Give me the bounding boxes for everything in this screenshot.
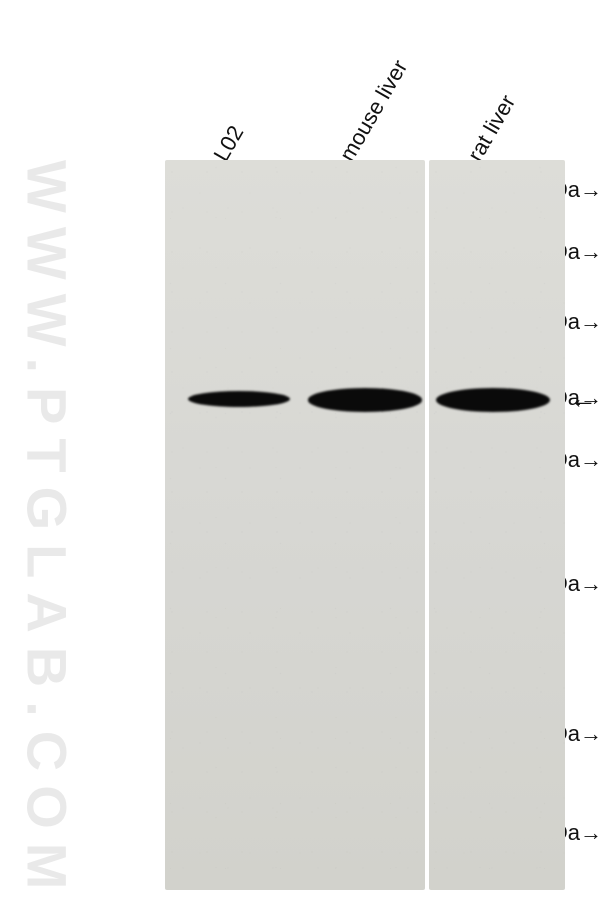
blot-area	[165, 160, 565, 890]
membrane-left	[165, 160, 425, 890]
arrow-right-icon: →	[580, 571, 600, 596]
arrow-right-icon: →	[580, 239, 600, 264]
membrane-right	[429, 160, 565, 890]
arrow-right-icon: →	[580, 721, 600, 746]
arrow-right-icon: →	[580, 309, 600, 334]
arrow-right-icon: →	[580, 820, 600, 845]
lane-label-lane-3: rat liver	[462, 91, 521, 166]
membrane-gutter	[425, 160, 429, 890]
band-lane-2	[308, 388, 422, 411]
target-band-arrow-icon: ←	[569, 383, 597, 415]
western-blot-figure: WWW.PTGLAB.COM 150 kDa→100 kDa→70 kDa→50…	[0, 0, 600, 903]
arrow-right-icon: →	[580, 177, 600, 202]
watermark: WWW.PTGLAB.COM	[12, 160, 82, 890]
lane-label-lane-2: mouse liver	[334, 56, 413, 166]
watermark-text: WWW.PTGLAB.COM	[15, 160, 80, 903]
arrow-right-icon: →	[580, 447, 600, 472]
